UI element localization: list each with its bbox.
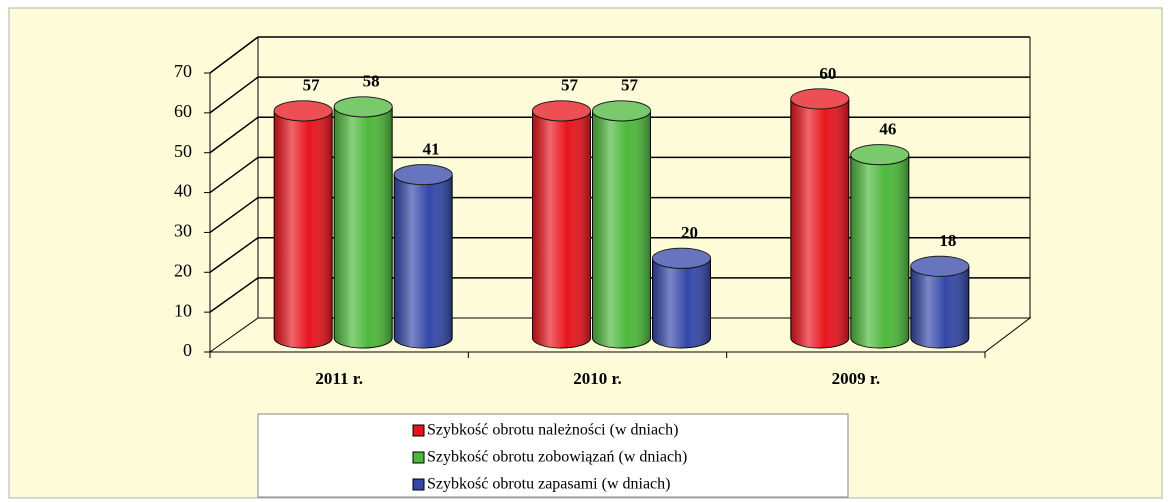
cylinder-top — [790, 88, 850, 110]
cylinder-top-shade — [394, 164, 453, 185]
x-tick-label: 2009 r. — [832, 369, 881, 388]
cylinder-top — [532, 100, 591, 122]
data-label: 20 — [681, 223, 698, 242]
y-tick-label: 30 — [174, 221, 192, 241]
cylinder-shade — [394, 174, 453, 348]
legend — [257, 413, 849, 498]
grid-line — [209, 237, 259, 273]
cylinder-shade — [334, 106, 393, 348]
data-label: 58 — [363, 72, 380, 91]
y-tick-label: 10 — [174, 300, 192, 320]
cylinder-top-shade — [652, 248, 711, 269]
cylinder-top — [393, 164, 453, 186]
cylinder-shade — [790, 98, 849, 348]
cylinder-top-shade — [910, 256, 969, 277]
legend-label: Szybkość obrotu zapasami (w dniach) — [427, 476, 670, 493]
y-tick-label: 50 — [174, 141, 192, 161]
grid-line — [209, 76, 259, 114]
grid-line — [209, 196, 259, 234]
cylinder-top-shade — [532, 100, 591, 121]
cylinder-top — [333, 96, 393, 118]
grid-line — [209, 156, 259, 194]
data-label: 57 — [561, 76, 579, 95]
cylinder-top-shade — [790, 88, 849, 109]
cylinder-top — [850, 144, 910, 166]
y-tick-label: 60 — [174, 101, 192, 121]
grid-line — [209, 116, 259, 154]
data-label: 18 — [939, 231, 956, 250]
data-label: 57 — [621, 76, 639, 95]
cylinder-top-shade — [592, 100, 651, 121]
legend-swatch — [412, 424, 425, 437]
y-tick-label: 0 — [183, 340, 192, 360]
y-tick-label: 40 — [174, 181, 192, 201]
legend-label: Szybkość obrotu zobowiązań (w dniach) — [427, 449, 687, 466]
cylinder-shade — [910, 266, 969, 348]
x-tick-label: 2011 r. — [315, 369, 363, 388]
cylinder-top-shade — [334, 96, 393, 117]
cylinder-shade — [850, 154, 909, 348]
cylinder-top — [273, 100, 333, 122]
legend-label: Szybkość obrotu należności (w dniach) — [427, 422, 678, 439]
x-tick-label: 2010 r. — [573, 369, 622, 388]
cylinder-shade — [652, 258, 711, 348]
grid-line — [209, 36, 259, 74]
y-tick-label: 70 — [174, 61, 192, 81]
data-label: 41 — [423, 139, 440, 158]
legend-swatch — [412, 478, 425, 491]
y-tick-label: 20 — [174, 260, 192, 280]
cylinder-top — [652, 247, 711, 269]
data-label: 60 — [819, 64, 836, 83]
data-label: 46 — [879, 120, 896, 139]
cylinder-shade — [532, 110, 591, 348]
cylinder-top — [910, 255, 970, 277]
cylinder-top — [592, 100, 651, 122]
cylinder-top-shade — [274, 100, 333, 121]
legend-swatch — [412, 451, 425, 464]
cylinder-shade — [592, 110, 651, 348]
grid-line — [209, 277, 259, 313]
cylinder-top-shade — [850, 144, 909, 165]
cylinder-shade — [274, 110, 333, 348]
data-label: 57 — [303, 76, 321, 95]
